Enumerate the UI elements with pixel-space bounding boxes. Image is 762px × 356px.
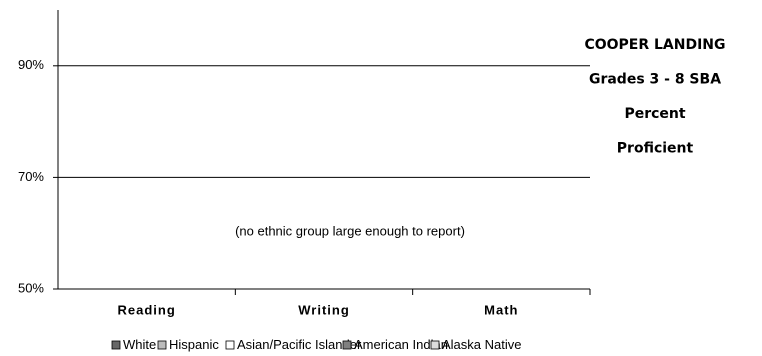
legend-label: White bbox=[123, 337, 156, 352]
chart-title: Percent bbox=[624, 106, 685, 122]
x-tick-label: Writing bbox=[298, 302, 350, 317]
legend-swatch bbox=[430, 340, 440, 350]
legend-swatch bbox=[111, 340, 121, 350]
annotation: (no ethnic group large enough to report) bbox=[235, 223, 465, 238]
chart-title: Grades 3 - 8 SBA bbox=[589, 72, 721, 88]
y-tick-label: 70% bbox=[18, 169, 44, 184]
legend-label: Hispanic bbox=[169, 337, 219, 352]
x-tick-label: Reading bbox=[118, 302, 176, 317]
y-tick-label: 50% bbox=[18, 280, 44, 295]
legend-swatch bbox=[157, 340, 167, 350]
chart-title: Proficient bbox=[617, 141, 694, 157]
x-tick-label: Math bbox=[484, 302, 518, 317]
legend-label: American Indian bbox=[354, 337, 448, 352]
chart-title: COOPER LANDING bbox=[584, 37, 725, 53]
legend-label: Alaska Native bbox=[442, 337, 521, 352]
legend-swatch bbox=[342, 340, 352, 350]
legend-label: Asian/Pacific Islander bbox=[237, 337, 362, 352]
y-tick-label: 90% bbox=[18, 57, 44, 72]
legend-swatch bbox=[225, 340, 235, 350]
